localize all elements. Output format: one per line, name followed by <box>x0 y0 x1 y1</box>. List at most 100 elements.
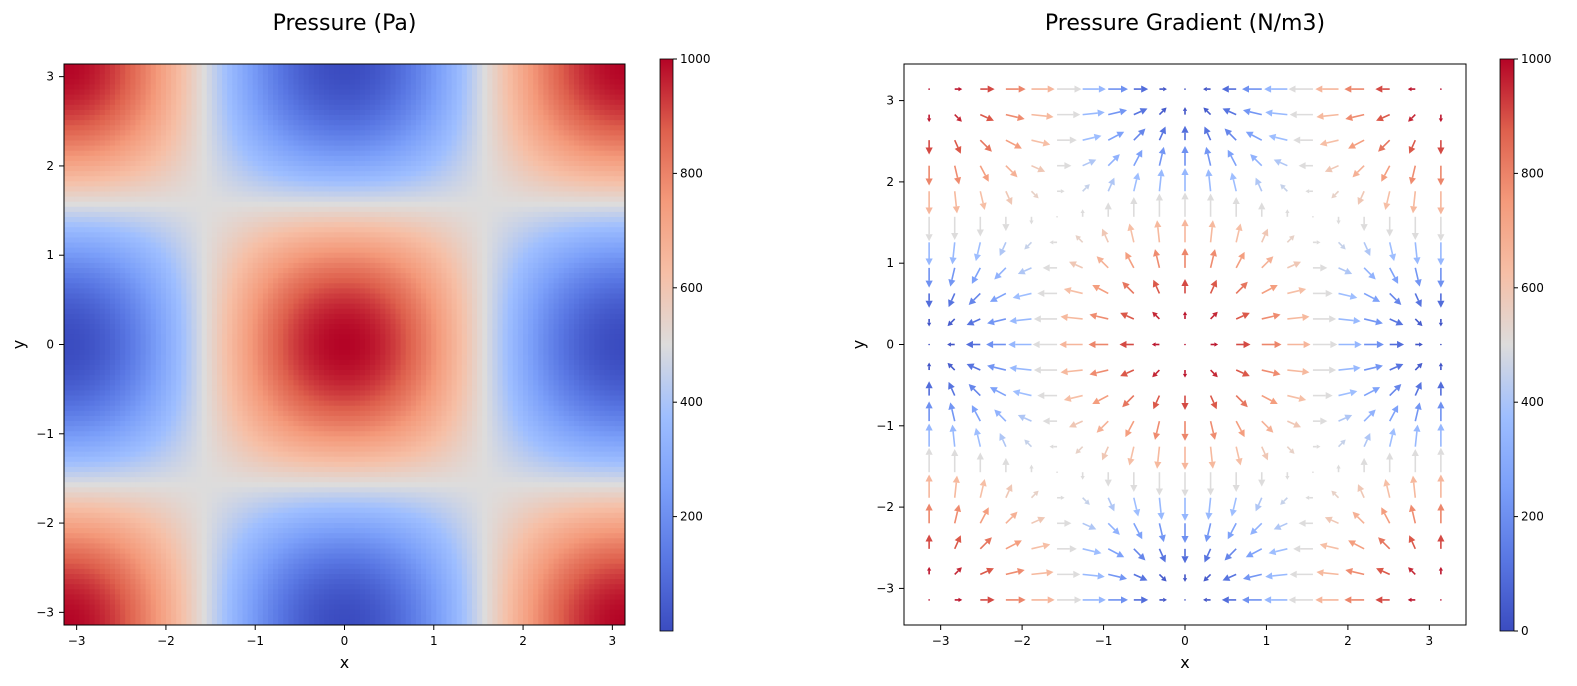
heatmap-cell <box>248 258 254 264</box>
heatmap-cell <box>64 600 70 606</box>
heatmap-cell <box>248 95 254 101</box>
heatmap-cell <box>181 329 187 335</box>
heatmap-cell <box>125 365 131 371</box>
heatmap-cell <box>161 487 167 493</box>
heatmap-cell <box>232 294 238 300</box>
heatmap-cell <box>222 171 228 177</box>
heatmap-cell <box>192 135 198 141</box>
heatmap-cell <box>181 477 187 483</box>
heatmap-cell <box>105 549 111 555</box>
heatmap-cell <box>69 421 75 427</box>
heatmap-cell <box>79 192 85 198</box>
heatmap-cell <box>74 492 80 498</box>
heatmap-cell <box>130 457 136 463</box>
heatmap-cell <box>125 125 131 131</box>
heatmap-cell <box>171 339 177 345</box>
heatmap-cell <box>227 181 233 187</box>
heatmap-cell <box>248 105 254 111</box>
heatmap-cell <box>166 375 172 381</box>
heatmap-cell <box>156 176 162 182</box>
heatmap-cell <box>176 243 182 249</box>
heatmap-cell <box>125 181 131 187</box>
heatmap-cell <box>161 513 167 519</box>
heatmap-cell <box>258 589 264 595</box>
heatmap-cell <box>186 615 192 621</box>
heatmap-cell <box>171 95 177 101</box>
heatmap-cell <box>227 248 233 254</box>
heatmap-cell <box>232 549 238 555</box>
heatmap-cell <box>161 237 167 243</box>
heatmap-cell <box>258 615 264 621</box>
heatmap-cell <box>130 100 136 106</box>
heatmap-cell <box>151 84 157 90</box>
heatmap-cell <box>156 345 162 351</box>
heatmap-cell <box>161 610 167 616</box>
heatmap-cell <box>243 156 249 162</box>
heatmap-cell <box>110 151 116 157</box>
heatmap-cell <box>258 523 264 529</box>
heatmap-cell <box>186 294 192 300</box>
heatmap-cell <box>222 105 228 111</box>
heatmap-cell <box>90 380 96 386</box>
heatmap-cell <box>69 273 75 279</box>
heatmap-cell <box>125 151 131 157</box>
heatmap-cell <box>237 294 243 300</box>
heatmap-cell <box>232 385 238 391</box>
heatmap-cell <box>258 319 264 325</box>
heatmap-cell <box>125 95 131 101</box>
heatmap-cell <box>120 554 126 560</box>
heatmap-cell <box>237 217 243 223</box>
heatmap-cell <box>181 151 187 157</box>
heatmap-cell <box>95 508 101 514</box>
heatmap-cell <box>237 339 243 345</box>
heatmap-cell <box>217 69 223 75</box>
heatmap-cell <box>192 79 198 85</box>
heatmap-cell <box>130 523 136 529</box>
heatmap-cell <box>151 74 157 80</box>
heatmap-cell <box>120 569 126 575</box>
heatmap-cell <box>79 166 85 172</box>
heatmap-cell <box>130 396 136 402</box>
heatmap-cell <box>156 222 162 228</box>
heatmap-cell <box>100 288 106 294</box>
heatmap-cell <box>253 431 259 437</box>
heatmap-cell <box>110 584 116 590</box>
heatmap-cell <box>100 543 106 549</box>
heatmap-cell <box>181 202 187 208</box>
heatmap-cell <box>176 141 182 147</box>
heatmap-cell <box>100 523 106 529</box>
heatmap-cell <box>166 564 172 570</box>
heatmap-cell <box>90 273 96 279</box>
heatmap-cell <box>258 492 264 498</box>
heatmap-cell <box>125 166 131 172</box>
heatmap-cell <box>115 355 121 361</box>
heatmap-cell <box>181 294 187 300</box>
heatmap-cell <box>135 518 141 524</box>
heatmap-cell <box>90 90 96 96</box>
heatmap-cell <box>110 258 116 264</box>
heatmap-cell <box>141 100 147 106</box>
heatmap-cell <box>74 523 80 529</box>
heatmap-cell <box>263 181 269 187</box>
heatmap-cell <box>217 105 223 111</box>
heatmap-cell <box>248 549 254 555</box>
heatmap-cell <box>197 543 203 549</box>
heatmap-cell <box>161 518 167 524</box>
heatmap-cell <box>135 120 141 126</box>
heatmap-cell <box>192 105 198 111</box>
heatmap-cell <box>202 559 208 565</box>
heatmap-cell <box>79 345 85 351</box>
heatmap-cell <box>232 559 238 565</box>
heatmap-cell <box>161 217 167 223</box>
heatmap-cell <box>125 421 131 427</box>
heatmap-cell <box>115 120 121 126</box>
heatmap-cell <box>146 564 152 570</box>
heatmap-cell <box>156 482 162 488</box>
heatmap-cell <box>95 447 101 453</box>
heatmap-cell <box>258 135 264 141</box>
heatmap-cell <box>125 390 131 396</box>
heatmap-cell <box>253 176 259 182</box>
heatmap-cell <box>79 390 85 396</box>
heatmap-cell <box>166 304 172 310</box>
heatmap-cell <box>181 385 187 391</box>
